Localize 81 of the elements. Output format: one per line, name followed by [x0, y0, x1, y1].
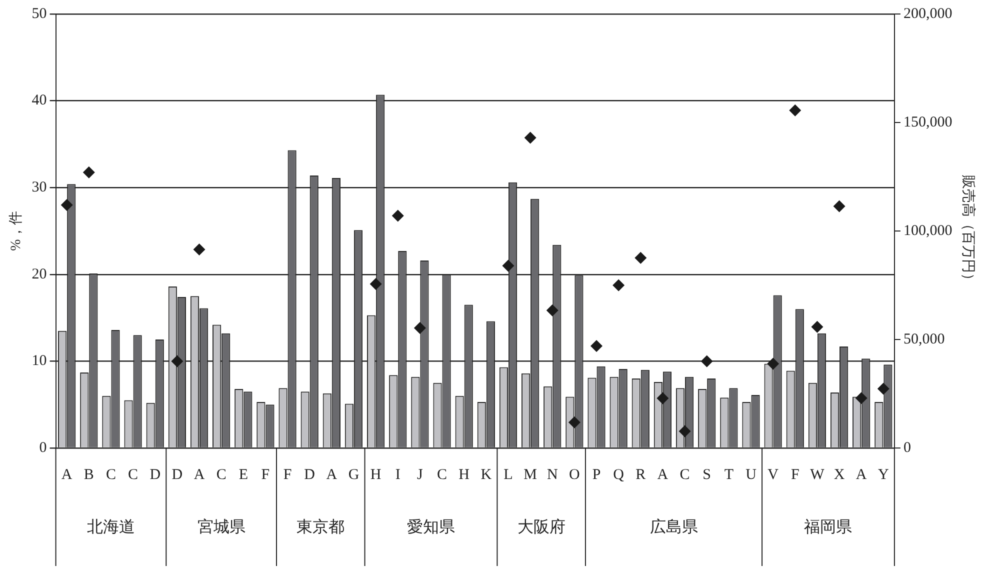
point — [60, 198, 73, 211]
x-tick-label: F — [283, 466, 292, 483]
x-tick-label: H — [458, 466, 470, 483]
x-tick-label: F — [790, 466, 800, 483]
point — [811, 320, 824, 333]
text: 北海道 — [86, 518, 135, 536]
x-tick-label: W — [810, 466, 826, 483]
point — [833, 200, 846, 212]
x-tick-label: C — [680, 466, 690, 483]
x-tick-label: K — [480, 466, 492, 483]
point — [414, 322, 426, 334]
point — [634, 252, 647, 264]
y-tick-label: 40 — [32, 92, 47, 109]
y-tick-label: 20 — [32, 266, 47, 282]
x-tick-label: E — [238, 466, 248, 483]
x-tick-label: L — [504, 466, 513, 483]
point — [568, 416, 580, 428]
text: 大阪府 — [517, 518, 566, 536]
point — [502, 260, 514, 272]
x-tick-label: D — [304, 466, 316, 483]
y-tick-label: 30 — [32, 180, 47, 196]
x-tick-label: A — [657, 466, 668, 483]
point — [656, 392, 669, 404]
text: 東京都 — [296, 518, 345, 536]
text: 宮城県 — [197, 518, 246, 536]
x-tick-label: P — [592, 466, 601, 483]
point — [590, 340, 603, 352]
y-tick-label: 10 — [32, 353, 47, 370]
x-tick-label: J — [417, 466, 424, 483]
y2-tick-label: 50,000 — [903, 331, 945, 348]
x-tick-label: Q — [613, 466, 624, 483]
point — [546, 304, 558, 316]
point — [789, 104, 802, 116]
text: 福岡県 — [804, 518, 852, 536]
y2-tick-label: 200,000 — [903, 6, 952, 22]
point — [193, 243, 206, 256]
text: 広島県 — [650, 518, 698, 536]
x-tick-label: D — [172, 466, 183, 483]
point — [392, 210, 404, 222]
x-tick-label: A — [61, 466, 72, 483]
text: 愛知県 — [406, 518, 455, 536]
point — [767, 358, 780, 370]
x-tick-label: M — [524, 466, 537, 483]
y2-axis-title: 販売高（百万円） — [960, 175, 976, 287]
x-tick-label: G — [348, 466, 360, 483]
point — [877, 382, 890, 395]
y-tick-label: 0 — [39, 440, 47, 456]
x-tick-label: N — [546, 466, 558, 483]
point — [370, 278, 382, 290]
y2-tick-label: 100,000 — [903, 222, 952, 239]
x-tick-label: H — [370, 466, 382, 483]
x-tick-label: D — [150, 466, 161, 483]
x-tick-label: A — [194, 466, 205, 483]
x-tick-label: V — [768, 466, 779, 483]
x-tick-label: O — [569, 466, 580, 483]
point — [678, 425, 691, 438]
x-tick-label: T — [724, 466, 734, 483]
x-tick-label: C — [216, 466, 226, 483]
x-tick-label: C — [437, 466, 448, 483]
x-tick-label: X — [834, 466, 845, 483]
y-axis-title: %，件 — [8, 211, 24, 251]
point — [524, 132, 536, 144]
x-tick-label: S — [702, 466, 712, 483]
point — [171, 355, 184, 368]
x-tick-label: A — [856, 466, 867, 483]
x-tick-label: C — [106, 466, 116, 483]
x-tick-label: U — [746, 466, 757, 483]
x-tick-label: C — [128, 466, 138, 483]
x-tick-label: F — [261, 466, 270, 483]
point — [855, 392, 868, 404]
x-tick-label: R — [636, 466, 646, 483]
x-tick-label: B — [84, 466, 94, 483]
x-tick-label: Y — [878, 466, 889, 483]
x-tick-label: I — [395, 466, 400, 483]
point — [700, 355, 713, 368]
y2-tick-label: 150,000 — [903, 114, 952, 130]
point — [82, 166, 95, 178]
y-tick-label: 50 — [32, 6, 47, 22]
y2-tick-label: 0 — [903, 440, 911, 456]
point — [612, 279, 625, 292]
x-tick-label: A — [326, 466, 338, 483]
